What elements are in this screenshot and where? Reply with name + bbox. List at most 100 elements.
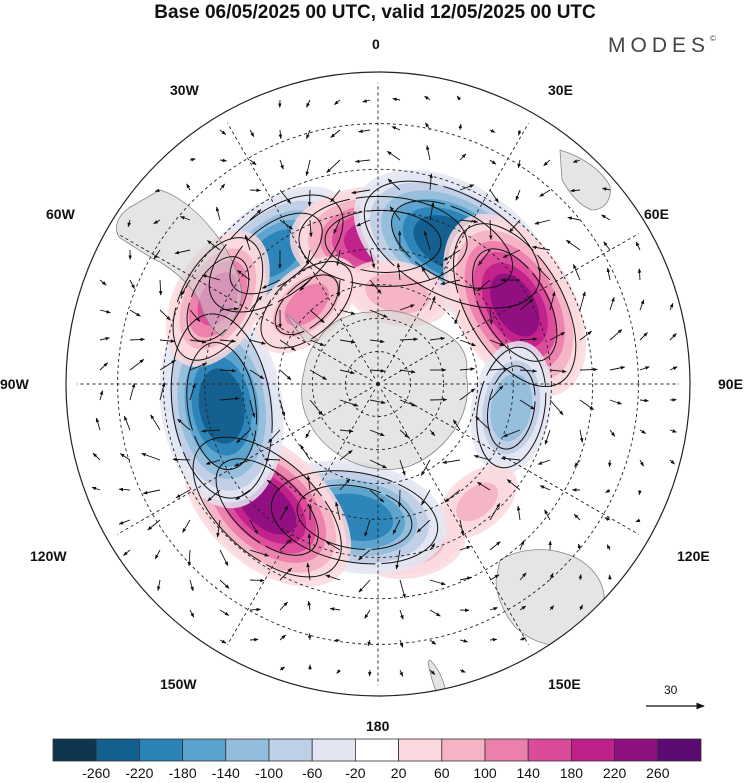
wind-vector	[519, 369, 538, 373]
wind-vector	[537, 266, 551, 281]
colorbar-swatch	[311, 738, 356, 762]
wind-vector	[609, 399, 623, 405]
colorbar-tick-label: -180	[168, 765, 197, 781]
wind-vector	[369, 459, 388, 469]
reference-vector-value: 30	[664, 683, 678, 697]
wind-vector	[369, 339, 385, 344]
wind-vector	[364, 609, 371, 619]
wind-vector	[309, 369, 327, 380]
wind-vector	[606, 267, 611, 281]
wind-vector	[279, 219, 294, 230]
streamline	[208, 194, 344, 313]
streamline	[363, 180, 541, 309]
wind-vector	[307, 633, 312, 641]
wind-vector	[306, 475, 311, 491]
wind-vector	[489, 607, 499, 611]
wind-vector	[279, 538, 293, 551]
streamline	[192, 436, 342, 578]
wind-vector	[216, 519, 221, 538]
wind-vector	[159, 382, 166, 401]
wind-vector	[278, 129, 283, 140]
wind-vectors	[91, 95, 678, 677]
wind-vector	[307, 533, 312, 551]
wind-vector	[339, 369, 355, 375]
wind-vector	[159, 339, 176, 343]
wind-vector	[95, 417, 101, 431]
wind-vector	[519, 298, 534, 311]
longitude-label-90w: 90W	[0, 376, 29, 392]
colorbar-swatch	[484, 738, 529, 762]
wind-vector	[362, 99, 371, 103]
south-america-landmass	[116, 189, 243, 337]
wind-vector	[459, 153, 467, 161]
wind-vector	[219, 183, 226, 191]
wind-vector	[399, 399, 417, 407]
wind-vector	[249, 578, 265, 583]
wind-vector	[606, 544, 611, 551]
wind-vector	[249, 519, 258, 535]
wind-vector	[159, 359, 176, 371]
wind-vector	[638, 489, 642, 496]
wind-vector	[129, 279, 135, 290]
colorbar-tick-label: -60	[302, 765, 323, 781]
wind-vector	[569, 188, 581, 193]
wind-vector	[219, 339, 237, 343]
longitude-label-120w: 120W	[30, 548, 67, 564]
colorbar-swatch	[354, 738, 399, 762]
wind-vector	[335, 501, 341, 521]
wind-vector	[336, 249, 341, 267]
wind-vector	[537, 459, 551, 465]
colorbar-swatch	[571, 738, 616, 762]
wind-vector	[579, 291, 586, 311]
wind-vector	[309, 219, 313, 238]
streamline	[270, 470, 439, 565]
wind-vector	[339, 429, 354, 433]
wind-vector	[305, 429, 311, 439]
wind-vector	[458, 123, 463, 131]
negative-anomaly-cell	[470, 341, 553, 474]
streamline	[324, 209, 442, 273]
streamline	[472, 248, 558, 362]
wind-vector	[369, 429, 385, 437]
wind-vector	[488, 219, 493, 240]
colorbar-tick-label: -220	[125, 765, 154, 781]
wind-vector	[249, 339, 266, 345]
wind-vector	[279, 567, 293, 581]
wind-vector	[219, 158, 228, 163]
wind-vector	[421, 267, 431, 281]
wind-vector	[399, 459, 406, 476]
wind-vector	[369, 399, 386, 404]
wind-vector	[127, 219, 131, 228]
wind-vector	[489, 637, 498, 642]
wind-vector	[519, 540, 525, 551]
longitude-label-60e: 60E	[644, 206, 669, 222]
wind-vector	[325, 574, 341, 581]
wind-vector	[475, 416, 491, 431]
land-masses	[116, 149, 611, 696]
wind-vector	[579, 604, 584, 611]
latitude-circle	[311, 317, 445, 451]
colorbar-swatch	[52, 738, 97, 762]
wind-vector	[489, 129, 496, 133]
wind-vector	[429, 609, 441, 617]
wind-vector	[99, 309, 111, 314]
colorbar-tick-label: 60	[434, 765, 450, 781]
colorbar	[52, 738, 702, 762]
map-border	[65, 71, 691, 697]
wind-vector	[459, 576, 472, 581]
wind-vector	[489, 574, 500, 581]
wind-vector	[605, 488, 611, 493]
wind-vector	[99, 336, 110, 341]
wind-vector	[572, 263, 581, 281]
wind-vector	[421, 489, 431, 506]
wind-vector	[99, 362, 108, 371]
wind-vector	[368, 669, 372, 677]
wind-vector	[426, 145, 431, 161]
wind-vector	[609, 296, 615, 311]
streamline	[453, 223, 577, 388]
wind-vector	[509, 219, 521, 233]
wind-vector	[519, 572, 527, 581]
colorbar-tick-label: 180	[559, 765, 584, 781]
wind-vector	[476, 481, 491, 491]
wind-vector	[429, 336, 446, 341]
